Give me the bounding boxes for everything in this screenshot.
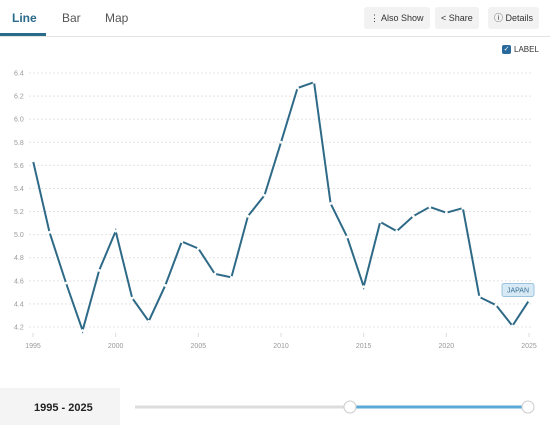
point [527,299,531,302]
y-tick-label: 5.0 [14,232,24,239]
x-tick-label: 2025 [521,343,537,350]
x-tick-label: 2005 [191,343,207,350]
tab-bar: Line Bar Map ⋮ Also Show < Share ⓘ Detai… [0,0,550,37]
tab[interactable]: Bar [62,11,81,25]
point [48,230,51,234]
y-tick-label: 4.6 [14,278,24,285]
y-tick-label: 5.4 [14,186,24,193]
active-tab-indicator [0,33,46,36]
x-tick-label: 1995 [25,343,41,350]
point [246,214,250,218]
y-tick-label: 6.0 [14,117,24,124]
point [279,140,283,144]
y-tick-label: 6.4 [14,71,24,78]
share-button[interactable]: < Share [435,7,479,29]
y-tick-label: 5.2 [14,209,24,216]
time-bar: 1995 - 2025 [0,388,550,425]
point [230,275,233,279]
slider-handle[interactable] [521,400,535,414]
y-tick-label: 4.8 [14,255,24,262]
point [411,214,415,218]
point [180,240,184,243]
point [114,229,118,233]
details-button[interactable]: ⓘ Details [488,7,540,29]
y-tick-label: 4.4 [14,301,24,308]
point [312,80,316,84]
x-tick-label: 2000 [108,343,124,350]
slider-area [120,388,550,425]
button-label: Share [448,13,473,23]
button-label: Details [505,13,534,23]
slider[interactable] [120,388,550,425]
point [444,211,448,215]
point [494,303,498,307]
button-label: Also Show [381,13,424,23]
y-tick-label: 6.2 [14,94,24,101]
point [130,296,134,300]
series-label: JAPAN [507,287,529,294]
point [31,159,35,163]
point [97,269,101,272]
point [478,295,481,299]
point [213,272,217,276]
y-tick-label: 4.2 [14,325,24,332]
point [163,284,167,287]
checkbox: ✓ [502,45,511,55]
point [461,206,465,210]
point [345,235,349,239]
slider-handle[interactable] [343,400,357,414]
point [263,193,266,197]
y-tick-label: 5.6 [14,163,24,170]
tab[interactable]: Line [12,11,37,25]
point [395,229,399,233]
also-show-button[interactable]: ⋮ Also Show [364,7,430,29]
point [329,202,332,205]
time-range: 1995 - 2025 [34,402,93,414]
point [147,319,151,323]
point [362,285,366,288]
checkbox-label: LABEL [514,45,539,54]
point [511,324,514,328]
point [296,86,299,90]
point [64,281,68,285]
point [428,205,432,209]
point [378,220,382,224]
chart: 4.2 4.4 4.6 4.8 5.0 5.2 5.4 5.6 5.8 6.0 6.2 6.4 1995… [14,71,537,351]
x-tick-label: 2010 [273,343,289,350]
tab[interactable]: Map [105,11,129,25]
point [81,329,84,332]
label-checkbox[interactable]: ✓ LABEL [502,45,539,55]
point [196,247,200,250]
y-tick-label: 5.8 [14,140,24,147]
series-label-box [501,282,535,297]
x-tick-label: 2020 [439,343,455,350]
x-tick-label: 2015 [356,343,372,350]
